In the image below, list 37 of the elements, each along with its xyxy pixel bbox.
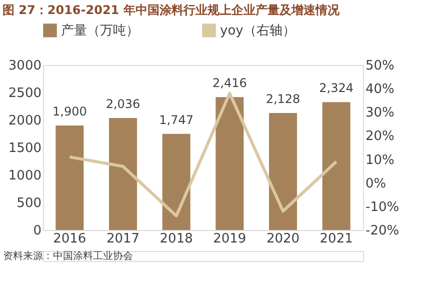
- data-label: 2,036: [106, 97, 140, 112]
- bar: [216, 97, 244, 230]
- data-label: 2,128: [266, 92, 300, 106]
- y2-tick-label: 0%: [366, 176, 386, 192]
- y2-tick-label: 20%: [366, 129, 394, 144]
- chart-title: 图 27：2016-2021 年中国涂料行业规上企业产量及增速情况: [2, 3, 340, 17]
- data-label: 1,900: [52, 104, 87, 118]
- y-tick-label: 2500: [8, 86, 42, 101]
- x-tick-label: 2019: [213, 232, 246, 246]
- text: 资料来源：中国涂料工业协会: [3, 250, 133, 262]
- y2-tick-label: -10%: [366, 200, 400, 215]
- x-tick-label: 2016: [53, 232, 86, 246]
- legend-label: 产量（万吨）: [61, 23, 139, 38]
- y-tick-label: 0: [33, 224, 42, 238]
- data-label: 1,747: [159, 112, 194, 127]
- y-tick-label: 3000: [8, 58, 42, 74]
- y2-tick-label: 10%: [366, 152, 394, 168]
- x-tick-label: 2021: [320, 232, 353, 246]
- y-tick-label: 1000: [8, 168, 42, 184]
- bar: [56, 126, 84, 230]
- data-label: 2,324: [319, 81, 354, 96]
- bar: [322, 102, 350, 230]
- x-tick-label: 2020: [266, 232, 300, 246]
- legend-label: yoy（右轴）: [220, 23, 296, 38]
- y2-tick-label: 40%: [366, 82, 394, 98]
- y2-tick-label: 30%: [366, 106, 394, 121]
- x-tick-label: 2017: [106, 232, 140, 246]
- y-tick-label: 2000: [8, 114, 42, 128]
- y-tick-label: 1500: [8, 141, 42, 156]
- y2-tick-label: 50%: [366, 58, 394, 74]
- data-label: 2,416: [212, 76, 247, 90]
- y-tick-label: 500: [16, 196, 42, 211]
- bar: [162, 134, 190, 230]
- y2-tick-label: -20%: [366, 224, 400, 238]
- x-tick-label: 2018: [160, 232, 193, 246]
- bar: [109, 118, 137, 230]
- bar: [269, 112, 297, 230]
